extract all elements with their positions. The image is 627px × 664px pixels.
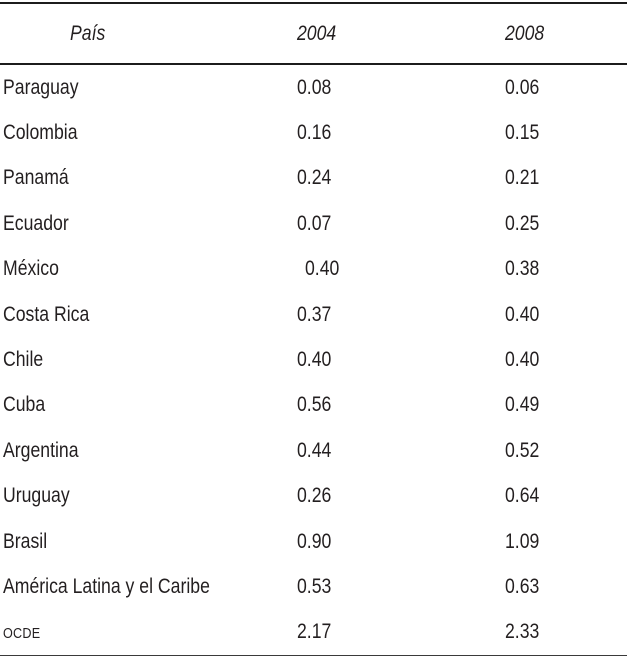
country-cell: América Latina y el Caribe [3,574,210,598]
value-2008-cell: 0.40 [505,348,540,372]
table-row: Colombia 0.16 0.15 [0,110,627,155]
value-2004-cell: 0.44 [297,438,332,462]
value-2004-cell: 2.17 [297,620,332,644]
table-row: México 0.40 0.38 [0,247,627,292]
table-row: Cuba 0.56 0.49 [0,383,627,428]
table-row: OCDE 2.17 2.33 [0,610,627,655]
country-cell: Paraguay [3,75,79,99]
country-cell: Argentina [3,438,79,462]
header-2004: 2004 [297,21,337,45]
country-cell: Ecuador [3,211,69,235]
value-2004-cell: 0.37 [297,302,332,326]
country-cell: Brasil [3,529,48,553]
value-2004-cell: 0.24 [297,166,332,190]
value-2004-cell: 0.53 [297,574,332,598]
country-cell: México [3,257,59,281]
table-row: Argentina 0.44 0.52 [0,428,627,473]
table-header-row: País 2004 2008 [0,4,627,65]
value-2004-cell: 0.07 [297,211,332,235]
value-2004-cell: 0.26 [297,484,332,508]
value-2008-cell: 0.40 [505,302,540,326]
table-row: Ecuador 0.07 0.25 [0,201,627,246]
country-cell: Panamá [3,166,69,190]
value-2008-cell: 0.21 [505,166,540,190]
table-body: Paraguay 0.08 0.06 Colombia 0.16 0.15 Pa… [0,65,627,657]
value-2008-cell: 0.64 [505,484,540,508]
value-2008-cell: 0.06 [505,75,540,99]
value-2008-cell: 1.09 [505,529,540,553]
value-2008-cell: 0.49 [505,393,540,417]
header-country: País [70,21,106,45]
value-2008-cell: 0.25 [505,211,540,235]
country-cell: Colombia [3,121,78,145]
table-row: Paraguay 0.08 0.06 [0,65,627,110]
country-cell: Chile [3,348,44,372]
value-2004-cell: 0.08 [297,75,332,99]
value-2008-cell: 0.38 [505,257,540,281]
country-cell: Costa Rica [3,302,90,326]
header-2008: 2008 [505,21,545,45]
value-2004-cell: 0.16 [297,121,332,145]
country-cell: OCDE [3,625,41,643]
country-cell: Uruguay [3,484,70,508]
value-2004-cell: 0.40 [305,257,340,281]
table-row: Panamá 0.24 0.21 [0,156,627,201]
value-2008-cell: 2.33 [505,620,540,644]
value-2004-cell: 0.56 [297,393,332,417]
table-row: Uruguay 0.26 0.64 [0,474,627,519]
table-row: Costa Rica 0.37 0.40 [0,292,627,337]
value-2008-cell: 0.63 [505,574,540,598]
value-2008-cell: 0.52 [505,438,540,462]
value-2004-cell: 0.40 [297,348,332,372]
country-cell: Cuba [3,393,46,417]
value-2004-cell: 0.90 [297,529,332,553]
value-2008-cell: 0.15 [505,121,540,145]
table-row: Chile 0.40 0.40 [0,337,627,382]
table-row: Brasil 0.90 1.09 [0,519,627,564]
table-row: América Latina y el Caribe 0.53 0.63 [0,564,627,609]
